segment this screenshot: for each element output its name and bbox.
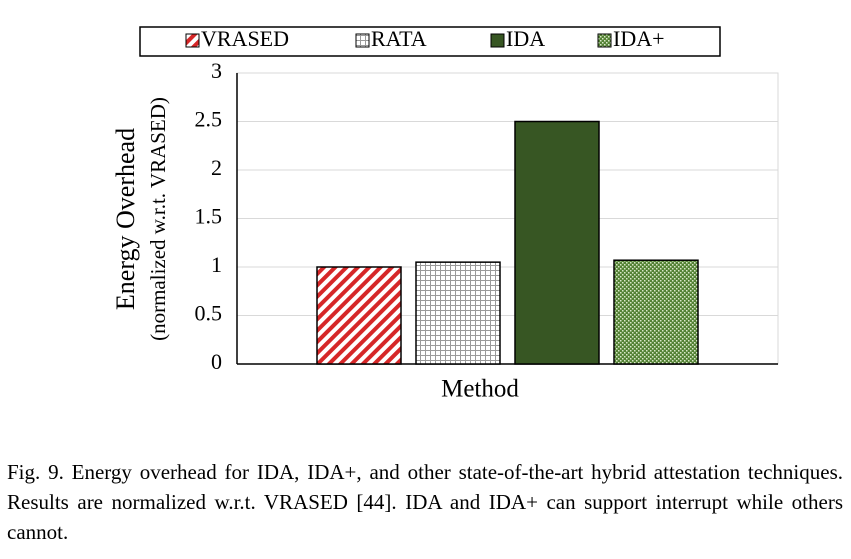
legend-swatch xyxy=(355,33,370,48)
legend-swatch xyxy=(597,33,612,48)
y-tick-label: 0.5 xyxy=(195,301,223,326)
y-axis-sublabel: (normalized w.r.t. VRASED) xyxy=(146,97,170,341)
legend-swatch xyxy=(490,33,505,48)
y-tick-label: 1.5 xyxy=(195,204,223,229)
chart: Method Energy Overhead (normalized w.r.t… xyxy=(111,26,779,403)
legend-label: VRASED xyxy=(201,26,289,51)
legend-label: IDA xyxy=(506,26,545,51)
y-tick-label: 2 xyxy=(211,155,222,180)
bar xyxy=(613,259,699,365)
legend-box xyxy=(139,26,721,57)
legend-label: IDA+ xyxy=(613,26,665,51)
y-axis-label: Energy Overhead xyxy=(111,128,140,310)
y-tick-label: 3 xyxy=(211,58,222,83)
legend-label: RATA xyxy=(371,26,427,51)
y-tick-label: 2.5 xyxy=(195,107,223,132)
y-tick-label: 0 xyxy=(211,349,222,374)
bar xyxy=(316,266,402,365)
bar xyxy=(514,120,600,365)
legend-swatch xyxy=(185,33,200,48)
y-tick-label: 1 xyxy=(211,252,222,277)
x-axis-label: Method xyxy=(441,376,519,403)
bar xyxy=(415,261,501,365)
caption: Fig. 9. Energy overhead for IDA, IDA+, a… xyxy=(7,460,843,544)
